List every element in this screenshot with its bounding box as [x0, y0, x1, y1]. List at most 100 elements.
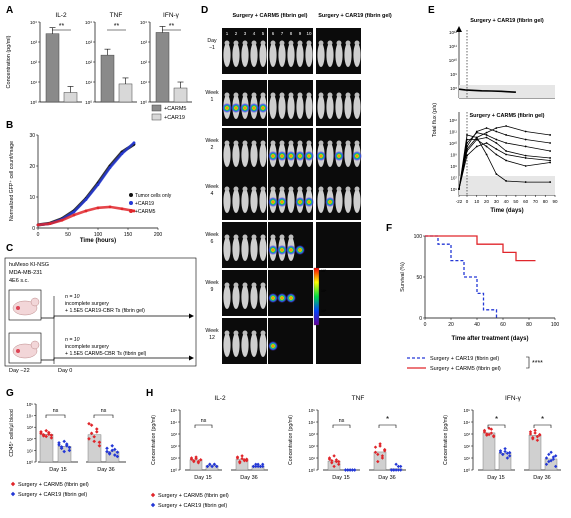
d-mouse	[232, 43, 240, 67]
d-colorbar-tick: 10⁷	[321, 269, 327, 273]
d-mouse	[259, 333, 267, 357]
d-mouse-number: 10	[306, 31, 312, 36]
d-mouse-number: 1	[226, 31, 229, 36]
e-bottom-point	[524, 138, 527, 141]
f-survival-curve	[425, 235, 498, 318]
a-bar	[63, 92, 78, 103]
d-luminescence	[277, 245, 287, 255]
d-mouse-head	[233, 92, 239, 98]
e-bottom-ytick-label: 10⁷	[451, 176, 458, 181]
d-mouse	[223, 237, 231, 261]
g-point-carm5	[39, 430, 43, 434]
g-point-car19	[59, 445, 64, 449]
d-mouse	[241, 189, 249, 213]
e-xtick-label: 0	[466, 199, 469, 204]
g-sig-bracket	[93, 414, 114, 418]
h-significance: ns	[201, 418, 207, 424]
d-mouse-head	[345, 186, 351, 192]
e-bottom-ytick-label: 10⁶	[450, 187, 457, 192]
panel-d: Surgery + CARM5 (fibrin gel) Surgery + CA…	[205, 13, 392, 364]
h-point-car19	[551, 457, 556, 461]
h-sig-bracket	[378, 424, 397, 428]
d-mouse-head	[224, 140, 230, 146]
h-point-car19	[254, 462, 258, 466]
g-point-car19	[67, 448, 72, 453]
b-point	[132, 141, 136, 145]
f-legend-label: Surgery + CAR19 (fibrin gel)	[430, 356, 499, 362]
h-point-car19	[256, 464, 260, 469]
d-colorbar-tick: 10⁶	[321, 289, 327, 293]
h-point-carm5	[373, 445, 378, 449]
e-xtick-label: 40	[504, 199, 510, 204]
h-point-car19	[394, 468, 398, 472]
d-row-label: 2	[211, 145, 214, 151]
h-point-car19	[392, 468, 396, 472]
h-significance: *	[386, 415, 389, 424]
d-luminescence	[304, 151, 314, 161]
g-point-car19	[105, 446, 109, 451]
e-bottom-point	[475, 138, 478, 141]
h-point-car19	[508, 454, 512, 458]
e-top-ytick-label: 10¹²	[449, 30, 458, 35]
a-bar	[100, 54, 115, 103]
d-mouse	[232, 333, 240, 357]
b-ytick-label: 0	[32, 226, 35, 232]
b-legend-marker	[129, 193, 133, 197]
g-point-carm5	[87, 421, 91, 426]
h-bar-car19	[544, 458, 558, 471]
h-legend-marker	[150, 492, 156, 498]
d-mouse-number: 5	[262, 31, 265, 36]
d-luminescence	[286, 151, 296, 161]
e-bottom-curve	[458, 127, 551, 190]
e-xlabel: Time (days)	[490, 208, 523, 214]
g-point-carm5	[44, 428, 48, 433]
d-mouse-head	[251, 330, 257, 336]
d-mouse	[232, 189, 240, 213]
b-series-line	[37, 141, 135, 227]
d-mouse-number: 9	[299, 31, 302, 36]
letter-g: G	[6, 388, 14, 399]
e-bottom-point	[466, 154, 468, 157]
a-ytick-label: 10⁰	[30, 100, 37, 105]
h-point-carm5	[487, 432, 491, 437]
b-point	[96, 206, 100, 210]
h-point-carm5	[376, 459, 380, 464]
e-bottom-point	[466, 150, 468, 152]
e-top-ytick-label: 10⁸	[450, 86, 457, 91]
e-bottom-title: Surgery + CARM5 (fibrin gel)	[469, 113, 544, 119]
h-point-car19	[389, 468, 394, 472]
d-mouse-head	[354, 40, 360, 46]
b-ytick-label: 10	[29, 195, 35, 201]
d-mouse	[305, 43, 313, 67]
h-point-car19	[261, 462, 265, 466]
e-top-curve	[458, 88, 516, 93]
h-ytick-label: 10⁵	[463, 408, 470, 413]
h-significance: *	[495, 415, 498, 424]
h-point-carm5	[489, 431, 494, 435]
g-point-carm5	[97, 443, 102, 448]
d-luminescence	[295, 151, 305, 161]
g-point-carm5	[87, 437, 91, 441]
c-mouse-icon-2	[8, 332, 42, 364]
h-point-car19	[346, 468, 350, 472]
d-mouse	[241, 143, 249, 167]
h-point-car19	[261, 464, 265, 469]
e-bottom-point	[505, 134, 508, 136]
e-bottom-point	[505, 150, 508, 152]
h-subplot-title: IFN-γ	[505, 395, 522, 402]
h-point-carm5	[337, 462, 341, 466]
g-point-car19	[115, 450, 120, 454]
d-luminescence	[268, 245, 278, 255]
d-mouse	[223, 189, 231, 213]
e-bottom-point	[485, 145, 488, 148]
h-ytick-label: 10³	[309, 432, 316, 437]
h-point-carm5	[199, 458, 203, 462]
d-row-label: 4	[211, 191, 214, 197]
h-group-label: Day 36	[378, 475, 395, 481]
h-point-car19	[343, 468, 348, 472]
h-sig-bracket	[332, 424, 351, 428]
h-point-car19	[394, 462, 398, 466]
d-mouse-head	[336, 92, 342, 98]
b-point	[36, 223, 40, 227]
